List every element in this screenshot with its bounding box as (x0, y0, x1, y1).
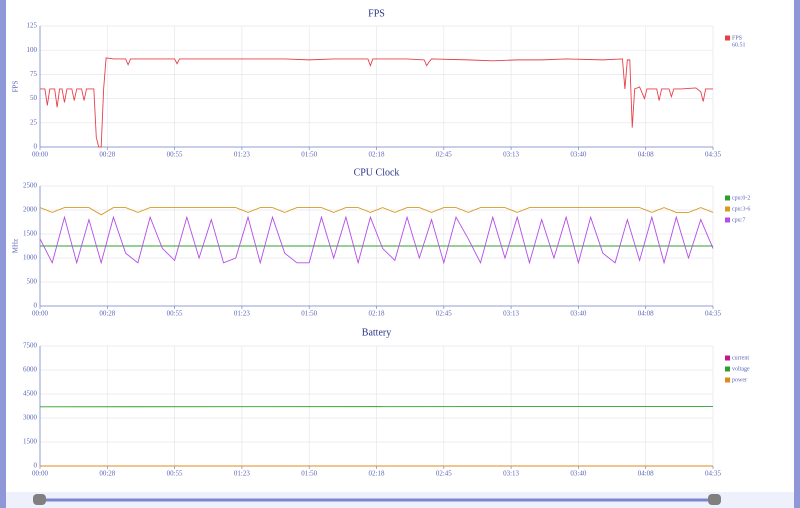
y-tick-label: 500 (27, 278, 38, 286)
x-tick-label: 02:18 (369, 310, 385, 318)
series-line (39, 207, 714, 216)
y-tick-label: 125 (27, 22, 38, 30)
x-tick-label: 03:13 (503, 310, 519, 318)
y-tick-label: 100 (27, 46, 38, 54)
y-tick-label: 1500 (23, 438, 38, 446)
legend-swatch (725, 355, 730, 361)
x-tick-label: 00:28 (99, 310, 115, 318)
y-tick-label: 1500 (23, 230, 38, 238)
legend-label: cpu:3-6 (732, 206, 750, 212)
legend-label: cpu:7 (732, 217, 745, 223)
x-tick-label: 00:55 (167, 470, 183, 478)
x-tick-label: 04:08 (638, 310, 654, 318)
y-tick-label: 0 (34, 143, 38, 151)
x-tick-label: 00:00 (32, 470, 48, 478)
series-line (39, 215, 714, 265)
slider-handle-left[interactable] (33, 494, 46, 505)
x-tick-label: 03:13 (503, 470, 519, 478)
x-tick-label: 04:08 (638, 151, 654, 159)
chart-title: Battery (362, 327, 391, 338)
y-tick-label: 0 (34, 302, 38, 310)
x-tick-label: 00:55 (167, 310, 183, 318)
x-tick-label: 01:23 (234, 310, 250, 318)
x-tick-label: 02:18 (369, 470, 385, 478)
legend-label: current (732, 355, 749, 361)
x-tick-label: 02:18 (369, 151, 385, 159)
legend-swatch (725, 35, 730, 41)
y-tick-label: 1000 (23, 254, 38, 262)
x-tick-label: 04:08 (638, 470, 654, 478)
y-tick-label: 7500 (23, 342, 38, 350)
y-tick-label: 75 (30, 70, 38, 78)
x-tick-label: 01:50 (301, 470, 317, 478)
y-tick-label: 25 (30, 118, 38, 126)
chart-title: FPS (368, 8, 385, 19)
legend-swatch (725, 366, 730, 372)
y-tick-label: 4500 (23, 390, 38, 398)
x-tick-label: 04:35 (705, 151, 721, 159)
y-tick-label: 3000 (23, 414, 38, 422)
y-axis-label: MHz (12, 239, 20, 253)
x-tick-label: 00:00 (32, 310, 48, 318)
x-tick-label: 03:40 (570, 310, 586, 318)
x-tick-label: 03:40 (570, 151, 586, 159)
y-tick-label: 2500 (23, 182, 38, 190)
series-line (40, 57, 713, 148)
slider-handle-right[interactable] (708, 494, 721, 505)
legend-value: 60.51 (732, 42, 746, 48)
x-tick-label: 02:45 (436, 151, 452, 159)
legend-swatch (725, 206, 730, 212)
chart-title: CPU Clock (354, 167, 400, 178)
x-tick-label: 00:28 (99, 151, 115, 159)
legend-label: cpu:0-2 (732, 195, 750, 201)
x-tick-label: 02:45 (436, 470, 452, 478)
y-axis-label: FPS (12, 81, 20, 93)
legend-swatch (725, 377, 730, 383)
x-tick-label: 03:40 (570, 470, 586, 478)
y-tick-label: 6000 (23, 366, 38, 374)
y-tick-label: 2000 (23, 206, 38, 214)
legend-swatch (725, 195, 730, 201)
x-tick-label: 00:00 (32, 151, 48, 159)
x-tick-label: 01:23 (234, 151, 250, 159)
x-tick-label: 00:28 (99, 470, 115, 478)
legend-swatch (725, 217, 730, 223)
x-tick-label: 03:13 (503, 151, 519, 159)
x-tick-label: 01:23 (234, 470, 250, 478)
legend-label: voltage (732, 366, 750, 372)
x-tick-label: 01:50 (301, 151, 317, 159)
x-tick-label: 04:35 (705, 310, 721, 318)
x-tick-label: 00:55 (167, 151, 183, 159)
y-tick-label: 50 (30, 94, 38, 102)
x-tick-label: 02:45 (436, 310, 452, 318)
y-tick-label: 0 (34, 462, 38, 470)
x-tick-label: 04:35 (705, 470, 721, 478)
x-tick-label: 01:50 (301, 310, 317, 318)
legend-label: FPS (732, 35, 742, 41)
legend-label: power (732, 377, 747, 383)
